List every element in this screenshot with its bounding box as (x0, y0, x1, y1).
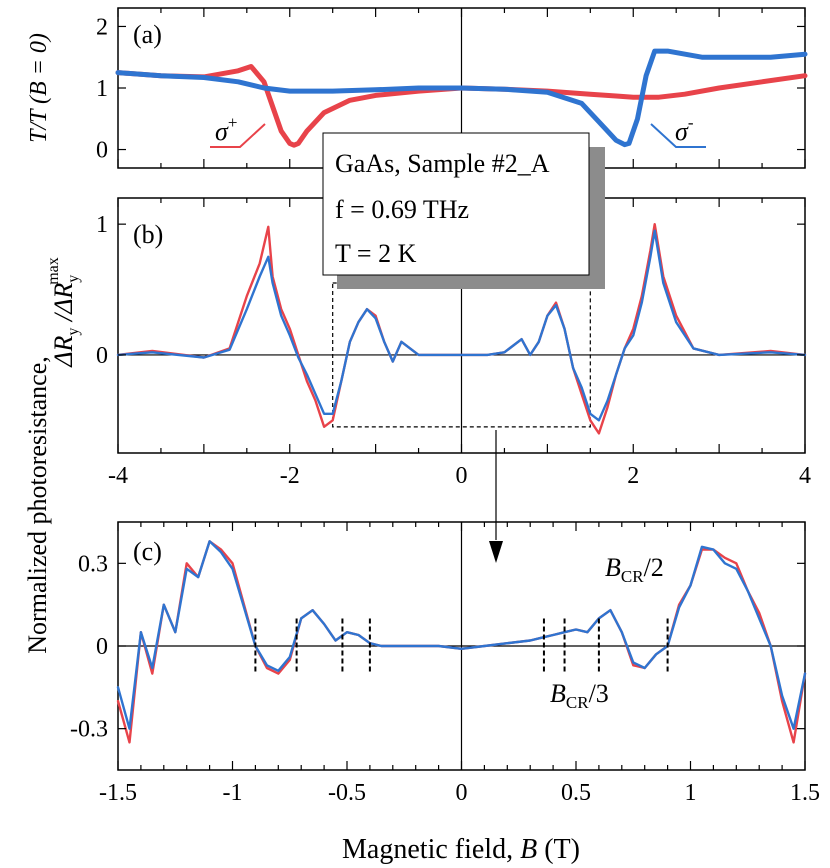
panel-a-plot (115, 48, 808, 148)
panel-c-label: (c) (133, 537, 162, 566)
x-tick-label: 2 (627, 463, 639, 489)
info-sample: GaAs, Sample #2_A (335, 149, 550, 178)
series-line-sigma-plus (115, 64, 808, 148)
y-tick-label: 2 (96, 14, 108, 40)
sigma-plus-marker (210, 123, 266, 148)
y-tick-label: -0.3 (70, 717, 108, 743)
panel-a-label: (a) (133, 20, 162, 49)
series-line-sigma-minus (116, 229, 807, 422)
info-frequency: f = 0.69 THz (335, 195, 469, 224)
x-tick-label: 0.5 (561, 780, 591, 806)
x-tick-label: 0 (456, 780, 468, 806)
x-tick-label: 0 (456, 463, 468, 489)
sigma-minus-marker (650, 123, 706, 148)
x-tick-label: -4 (108, 463, 128, 489)
sigma-minus-label: σ- (675, 113, 694, 146)
series-line-sigma-minus (115, 48, 808, 148)
sigma-plus-label: σ+ (215, 113, 237, 146)
ylabel-ratio: ΔRy /ΔRymax (45, 257, 82, 368)
panel-c-plot (116, 540, 807, 744)
bcr-third-label: BCR/3 (550, 679, 609, 712)
series-line-sigma-minus (116, 540, 807, 730)
x-tick-label: -1.5 (99, 780, 137, 806)
x-tick-label: -0.5 (328, 780, 366, 806)
x-tick-label: 1 (685, 780, 697, 806)
y-tick-label: 1 (96, 212, 108, 238)
inset-arrow-head (489, 541, 503, 563)
info-box (322, 132, 590, 276)
y-tick-label: 1 (96, 76, 108, 102)
y-tick-label: 0.3 (78, 551, 108, 577)
x-axis-label: Magnetic field, B (T) (342, 834, 580, 865)
x-tick-label: -1 (223, 780, 243, 806)
tick-layer: 0 1 2 0 1 -4 -2 0 2 4 0.3 0 -0.3 -1.5 -1 -0.5 0 0.5 1 1.5 (70, 8, 820, 806)
y-tick-label: 0 (96, 634, 108, 660)
x-tick-label: 1.5 (790, 780, 820, 806)
ylabel-main: Normalized photoresistance, (23, 356, 52, 653)
y-tick-label: 0 (96, 138, 108, 164)
x-tick-label: -2 (280, 463, 300, 489)
panel-b-label: (b) (133, 220, 163, 249)
y-tick-label: 0 (96, 343, 108, 369)
x-tick-label: 4 (799, 463, 811, 489)
panel-a-ylabel: T/T (B = 0) (26, 33, 52, 143)
bcr-half-label: BCR/2 (605, 553, 664, 586)
info-temperature: T = 2 K (335, 239, 417, 268)
